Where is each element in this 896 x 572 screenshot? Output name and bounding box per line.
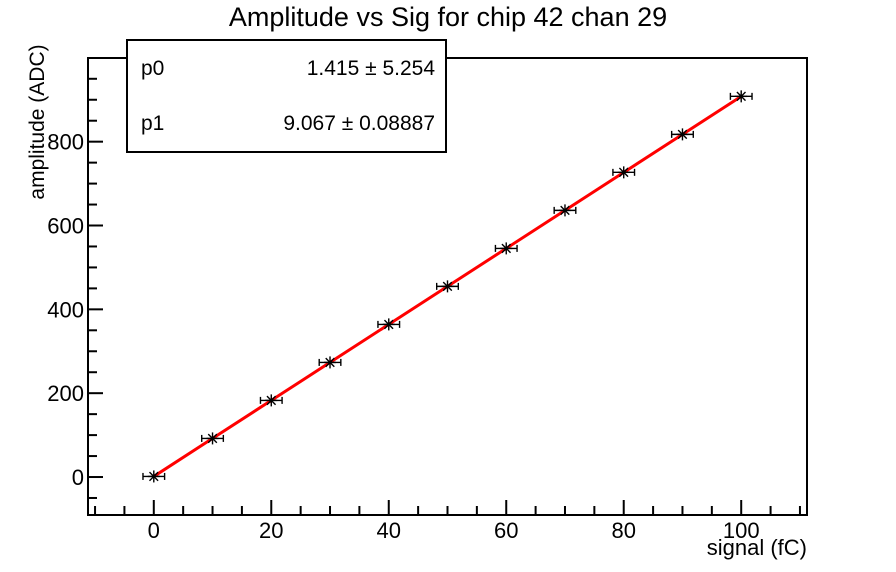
stats-param-name: p0 (141, 56, 165, 80)
marker-asterisk (442, 281, 453, 292)
x-tick-label: 20 (259, 518, 283, 543)
y-axis-title: amplitude (ADC) (26, 44, 49, 199)
y-tick-label: 200 (47, 381, 84, 406)
data-point (318, 356, 342, 369)
data-point (201, 432, 225, 445)
fit-stats-box: p0 1.415 ± 5.254 p1 9.067 ± 0.08887 (126, 39, 447, 153)
marker-asterisk (383, 319, 394, 330)
x-tick-label: 40 (377, 518, 401, 543)
data-point (259, 394, 283, 407)
marker-asterisk (736, 91, 747, 102)
data-point (377, 318, 401, 331)
marker-asterisk (207, 433, 218, 444)
stats-row-p1: p1 9.067 ± 0.08887 (128, 96, 445, 151)
data-point (553, 204, 577, 217)
marker-asterisk (560, 205, 570, 216)
data-point (612, 166, 636, 179)
x-axis-title: signal (fC) (707, 535, 807, 560)
data-point (729, 90, 753, 103)
marker-asterisk (618, 167, 629, 178)
x-tick-label: 60 (494, 518, 518, 543)
marker-asterisk (148, 471, 159, 482)
y-tick-label: 800 (47, 130, 84, 155)
marker-asterisk (501, 243, 512, 254)
marker-asterisk (325, 357, 335, 368)
stats-row-p0: p0 1.415 ± 5.254 (128, 41, 445, 96)
stats-param-value: 1.415 ± 5.254 (306, 56, 435, 80)
plot-frame (87, 57, 808, 516)
y-tick-label: 0 (72, 465, 84, 490)
stats-param-name: p1 (141, 111, 165, 135)
y-tick-label: 400 (47, 297, 84, 322)
x-tick-label: 100 (723, 518, 760, 543)
data-point (670, 128, 694, 141)
stats-param-value: 9.067 ± 0.08887 (283, 111, 435, 135)
data-point (494, 242, 518, 255)
x-tick-label: 80 (611, 518, 635, 543)
marker-asterisk (677, 129, 688, 140)
marker-asterisk (266, 395, 277, 406)
x-tick-label: 0 (148, 518, 160, 543)
y-tick-label: 600 (47, 214, 84, 239)
data-point (142, 470, 166, 483)
chart-title: Amplitude vs Sig for chip 42 chan 29 (228, 2, 668, 32)
data-point (435, 280, 460, 293)
